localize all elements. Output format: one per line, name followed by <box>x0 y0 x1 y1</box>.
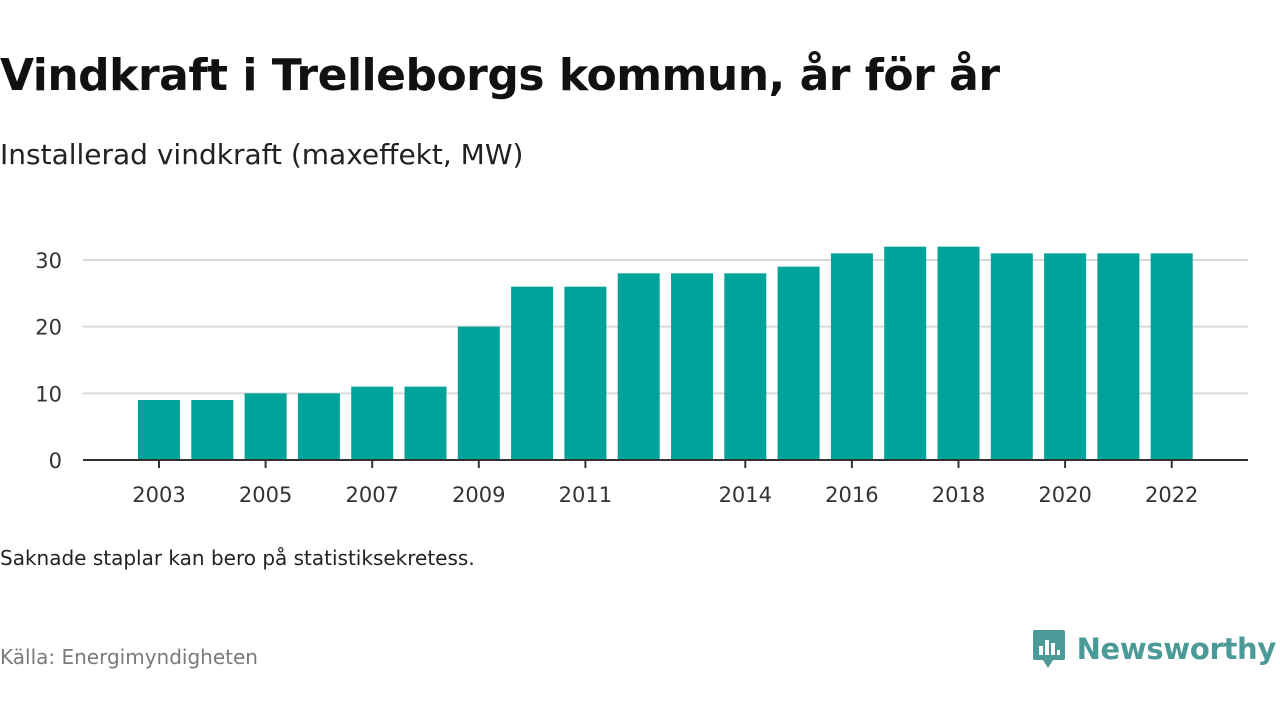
newsworthy-logo-icon <box>1032 630 1065 668</box>
bar-2011 <box>564 286 607 460</box>
bar-2010 <box>511 286 554 460</box>
x-tick-label-2014: 2014 <box>719 483 772 507</box>
brand-name: Newsworthy <box>1076 632 1277 666</box>
bar-chart: 0 10 20 30 2003 2005 2007 2009 2011 2014 2016 2018 2… <box>35 246 1248 507</box>
x-tick-label-2005: 2005 <box>239 483 292 507</box>
bar-2008 <box>404 386 447 460</box>
x-tick-label-2009: 2009 <box>452 483 505 507</box>
x-tick-label-2018: 2018 <box>932 483 985 507</box>
bar-2014 <box>724 273 767 460</box>
source-text: Källa: Energimyndigheten <box>0 645 258 669</box>
x-tick-label-2016: 2016 <box>825 483 878 507</box>
x-tick-label-2007: 2007 <box>345 483 398 507</box>
bar-2020 <box>1044 253 1087 460</box>
bar-2016 <box>830 253 873 460</box>
bar-2005 <box>244 393 287 460</box>
x-tick-label-2011: 2011 <box>559 483 612 507</box>
bar-2018 <box>937 246 980 460</box>
x-tick-label-2022: 2022 <box>1145 483 1198 507</box>
bar-2021 <box>1097 253 1140 460</box>
bar-2003 <box>138 400 180 460</box>
bar-2019 <box>990 253 1033 460</box>
y-tick-label-0: 0 <box>49 449 62 473</box>
y-tick-label-20: 20 <box>35 316 62 340</box>
bar-2013 <box>671 273 713 460</box>
footnote: Saknade staplar kan bero på statistiksek… <box>0 546 475 570</box>
bar-2007 <box>351 386 394 460</box>
bar-2022 <box>1150 253 1193 460</box>
bar-2017 <box>884 246 927 460</box>
bar-2004 <box>191 400 234 460</box>
chart-subtitle: Installerad vindkraft (maxeffekt, MW) <box>0 138 524 171</box>
x-tick-label-2003: 2003 <box>132 483 185 507</box>
bar-2012 <box>617 273 660 460</box>
bar-2006 <box>297 393 340 460</box>
chart-title: Vindkraft i Trelleborgs kommun, år för å… <box>0 50 1000 101</box>
y-tick-label-10: 10 <box>35 382 62 406</box>
x-tick-label-2020: 2020 <box>1038 483 1091 507</box>
bar-2015 <box>777 266 820 460</box>
bar-2009 <box>457 326 500 460</box>
brand-logo: Newsworthy <box>1031 628 1276 670</box>
y-tick-label-30: 30 <box>35 249 62 273</box>
